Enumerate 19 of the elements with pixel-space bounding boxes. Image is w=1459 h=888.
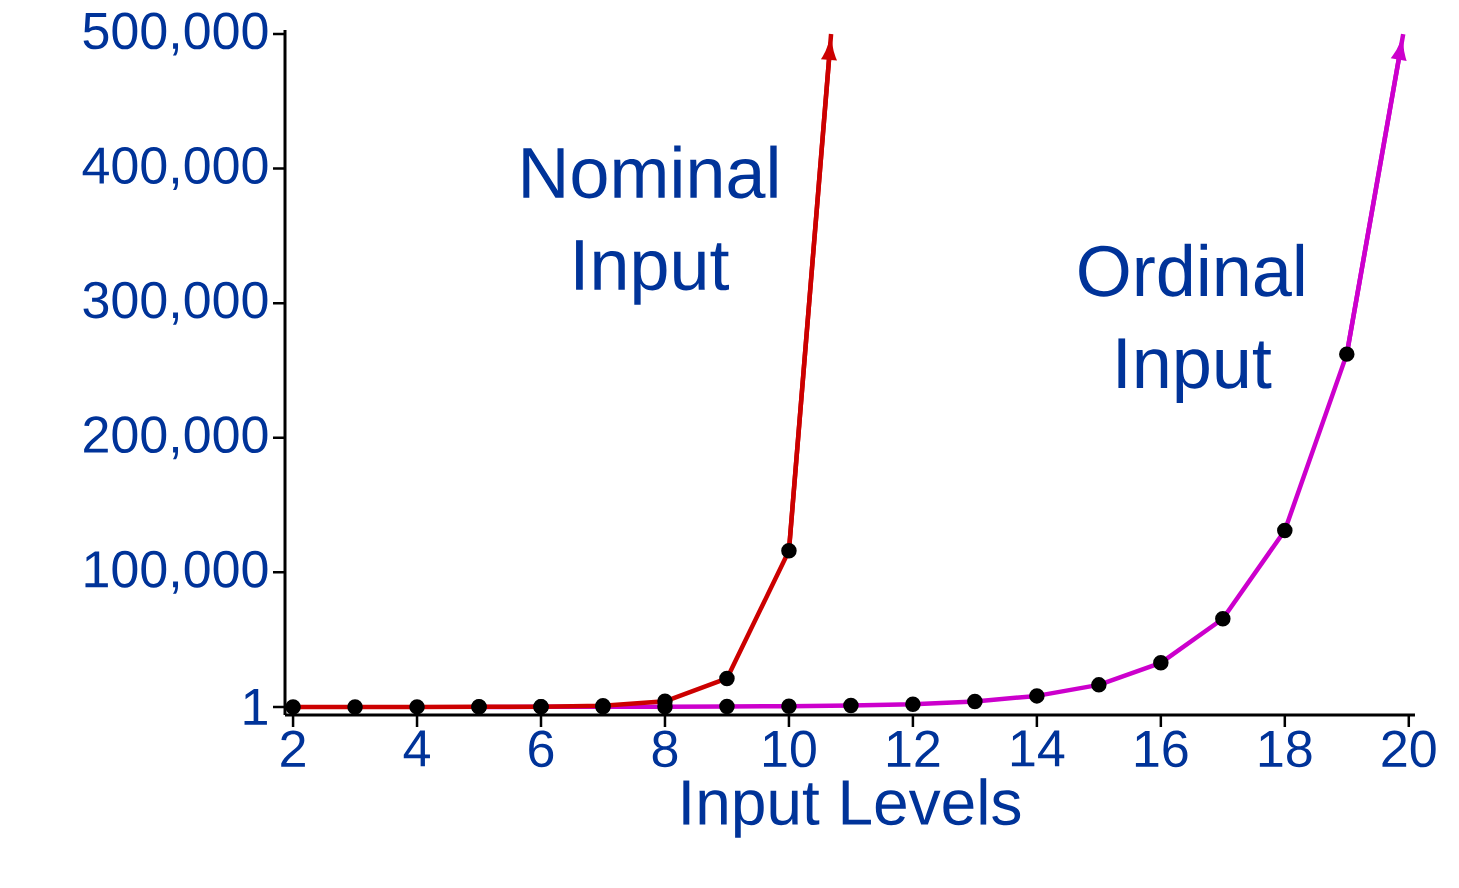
y-tick-label: 400,000 [82, 147, 268, 191]
x-tick-label: 18 [1259, 730, 1312, 768]
x-tick-label: 8 [652, 730, 678, 768]
y-tick-label: 100,000 [85, 550, 268, 594]
y-tick-label: 200,000 [84, 416, 268, 460]
x-tick-label: 14 [1011, 730, 1065, 767]
x-tick-label: 16 [1135, 730, 1188, 768]
y-tick-label: 1 [244, 689, 267, 725]
x-tick-label: 2 [281, 730, 305, 767]
x-tick-label: 4 [403, 730, 430, 767]
y-tick-label: 300,000 [83, 281, 268, 325]
series-label: Nominal Input [523, 145, 777, 305]
y-tick-label: 500,000 [83, 12, 268, 56]
x-tick-label: 12 [887, 730, 940, 767]
x-axis-title: Input Levels [683, 778, 1021, 838]
series-label: Ordinal Input [1079, 243, 1304, 403]
x-tick-label: 20 [1382, 730, 1436, 768]
x-tick-label: 6 [529, 730, 554, 768]
x-tick-label: 10 [763, 730, 816, 768]
